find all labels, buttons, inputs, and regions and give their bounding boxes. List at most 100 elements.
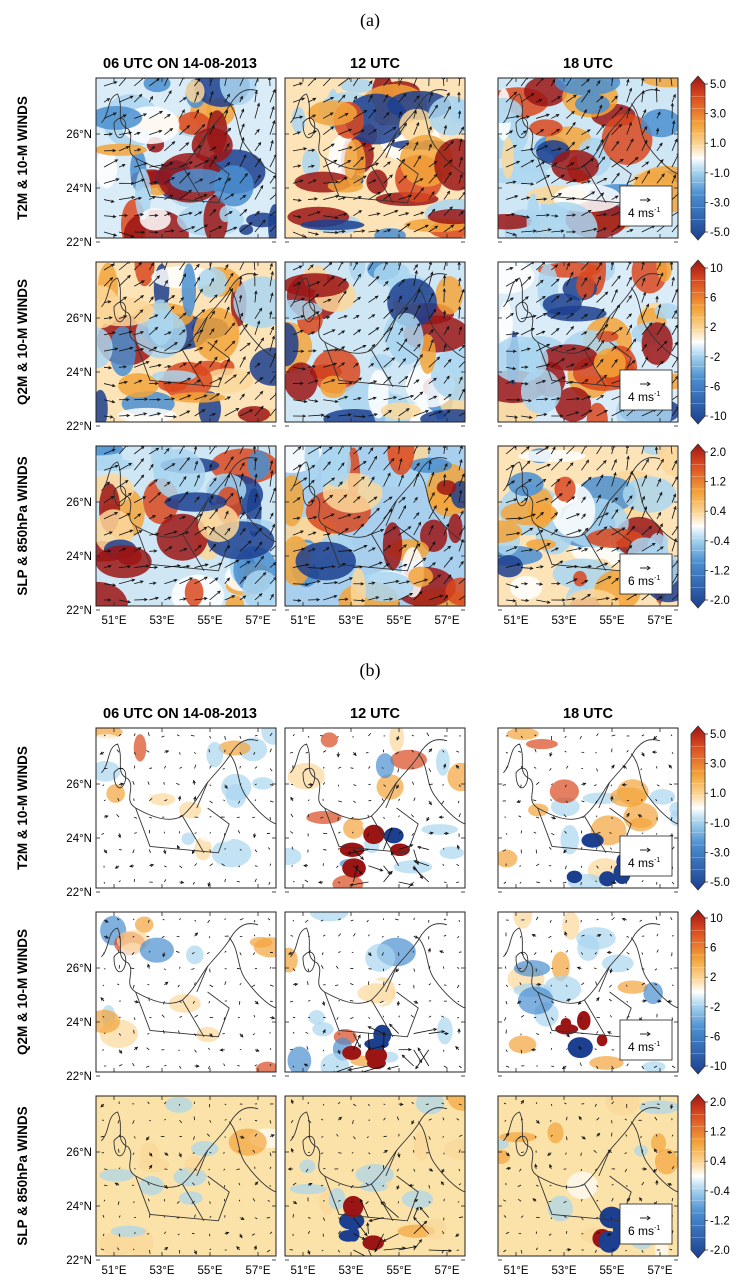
lat-tick-label: 26°N — [66, 129, 92, 141]
colorbar-tick-label: 0.4 — [710, 506, 727, 518]
reference-vector-label: 4 ms-1 — [628, 206, 660, 220]
colorbar-tick-label: -2.0 — [710, 595, 730, 607]
section-label: (b) — [360, 660, 381, 681]
colorbar-tick-label: -6 — [710, 381, 720, 393]
lon-tick-label: 55°E — [386, 615, 411, 627]
colorbar-tick-label: -5.0 — [710, 877, 730, 889]
lat-tick-label: 26°N — [66, 313, 92, 325]
colorbar-tick-label: 1.2 — [710, 1127, 726, 1139]
lat-tick-label: 24°N — [66, 367, 92, 379]
map-panel-s0-r2-c2: 6 ms-1 — [497, 445, 679, 611]
column-title: 18 UTC — [563, 56, 613, 72]
lon-tick-label: 55°E — [197, 1265, 222, 1277]
colorbar-s1-r1: 10 6 2 -2 -6 -10 — [690, 909, 727, 1075]
colorbar-tick-label: 0.4 — [710, 1156, 727, 1168]
lon-tick-label: 53°E — [551, 1265, 576, 1277]
colorbar-tick-label: -1.2 — [710, 565, 730, 577]
lon-tick-label: 55°E — [599, 1265, 624, 1277]
lat-tick-label: 22°N — [66, 1071, 92, 1083]
reference-vector-label: 6 ms-1 — [628, 574, 660, 588]
map-panel-s0-r2-c1 — [284, 445, 466, 611]
map-panel-s1-r1-c0: 26°N 24°N 22°N — [66, 911, 277, 1083]
column-title: 06 UTC ON 14-08-2013 — [103, 56, 257, 72]
row-title: Q2M & 10-M WINDS — [15, 279, 30, 405]
lon-tick-label: 53°E — [338, 615, 363, 627]
lon-tick-label: 57°E — [245, 615, 270, 627]
lat-tick-label: 22°N — [66, 605, 92, 617]
lat-tick-label: 26°N — [66, 497, 92, 509]
reference-vector-box — [619, 1203, 673, 1245]
colorbar-tick-label: -3.0 — [710, 847, 730, 859]
map-panel-s0-r1-c2: 4 ms-1 — [497, 261, 679, 427]
lon-tick-label: 55°E — [386, 1265, 411, 1277]
colorbar-tick-label: 10 — [710, 913, 723, 925]
lon-tick-label: 57°E — [647, 615, 672, 627]
section-label: (a) — [360, 10, 380, 31]
colorbar-tick-label: 1.2 — [710, 477, 726, 489]
lat-tick-label: 22°N — [66, 1255, 92, 1267]
lat-tick-label: 26°N — [66, 1147, 92, 1159]
reference-vector-label: 6 ms-1 — [628, 1224, 660, 1238]
colorbar-tick-label: -1.0 — [710, 168, 730, 180]
map-panel-s1-r0-c1 — [284, 727, 466, 893]
row-title: Q2M & 10-M WINDS — [15, 929, 30, 1055]
lat-tick-label: 24°N — [66, 551, 92, 563]
lon-tick-label: 51°E — [290, 1265, 315, 1277]
colorbar-s0-r2: 2.0 1.2 0.4 -0.4 -1.2 -2.0 — [690, 443, 730, 609]
map-panel-s0-r1-c1 — [284, 261, 466, 427]
colorbar-tick-label: 2.0 — [710, 447, 726, 459]
colorbar-tick-label: 5.0 — [710, 729, 726, 741]
reference-vector-box — [619, 185, 673, 227]
colorbar-tick-label: -0.4 — [710, 536, 730, 548]
lon-tick-label: 57°E — [434, 1265, 459, 1277]
colorbar-tick-label: -10 — [710, 1061, 727, 1073]
lon-tick-label: 53°E — [338, 1265, 363, 1277]
colorbar-s1-r0: 5.0 3.0 1.0 -1.0 -3.0 -5.0 — [690, 725, 730, 891]
reference-vector-label: 4 ms-1 — [628, 390, 660, 404]
colorbar-tick-label: 1.0 — [710, 138, 726, 150]
lat-tick-label: 22°N — [66, 887, 92, 899]
reference-vector-box — [619, 553, 673, 595]
map-panel-s1-r2-c1 — [284, 1095, 466, 1261]
colorbar-tick-label: 1.0 — [710, 788, 726, 800]
map-panel-s0-r0-c2: 4 ms-1 — [497, 77, 679, 243]
lat-tick-label: 22°N — [66, 237, 92, 249]
colorbar-s0-r1: 10 6 2 -2 -6 -10 — [690, 259, 727, 425]
lon-tick-label: 51°E — [101, 615, 126, 627]
map-panel-s1-r0-c2: 4 ms-1 — [497, 727, 679, 893]
lon-tick-label: 53°E — [551, 615, 576, 627]
lon-tick-label: 55°E — [599, 615, 624, 627]
colorbar-tick-label: -0.4 — [710, 1186, 730, 1198]
colorbar-tick-label: -2 — [710, 352, 720, 364]
row-title: T2M & 10-M WINDS — [15, 96, 30, 220]
lon-tick-label: 51°E — [503, 615, 528, 627]
lon-tick-label: 51°E — [290, 615, 315, 627]
lon-tick-label: 53°E — [149, 1265, 174, 1277]
lat-tick-label: 26°N — [66, 779, 92, 791]
reference-vector-label: 4 ms-1 — [628, 856, 660, 870]
colorbar-tick-label: -2 — [710, 1002, 720, 1014]
reference-vector-label: 4 ms-1 — [628, 1040, 660, 1054]
row-title: SLP & 850hPa WINDS — [15, 456, 30, 595]
colorbar-tick-label: 2.0 — [710, 1097, 726, 1109]
row-title: T2M & 10-M WINDS — [15, 746, 30, 870]
column-title: 12 UTC — [350, 56, 400, 72]
map-panel-s0-r0-c1 — [284, 77, 466, 243]
colorbar-tick-label: 3.0 — [710, 759, 726, 771]
column-title: 18 UTC — [563, 706, 613, 722]
lon-tick-label: 51°E — [503, 1265, 528, 1277]
colorbar-tick-label: -2.0 — [710, 1245, 730, 1257]
lat-tick-label: 24°N — [66, 1201, 92, 1213]
reference-vector-box — [619, 835, 673, 877]
lon-tick-label: 57°E — [647, 1265, 672, 1277]
reference-vector-box — [619, 369, 673, 411]
colorbar-tick-label: -6 — [710, 1031, 720, 1043]
lat-tick-label: 24°N — [66, 1017, 92, 1029]
lon-tick-label: 57°E — [245, 1265, 270, 1277]
map-panel-s0-r1-c0: 26°N 24°N 22°N — [66, 261, 277, 433]
colorbar-tick-label: 6 — [710, 293, 716, 305]
colorbar-tick-label: 3.0 — [710, 109, 726, 121]
map-panel-s1-r0-c0: 26°N 24°N 22°N — [66, 727, 277, 899]
colorbar-tick-label: 2 — [710, 972, 716, 984]
